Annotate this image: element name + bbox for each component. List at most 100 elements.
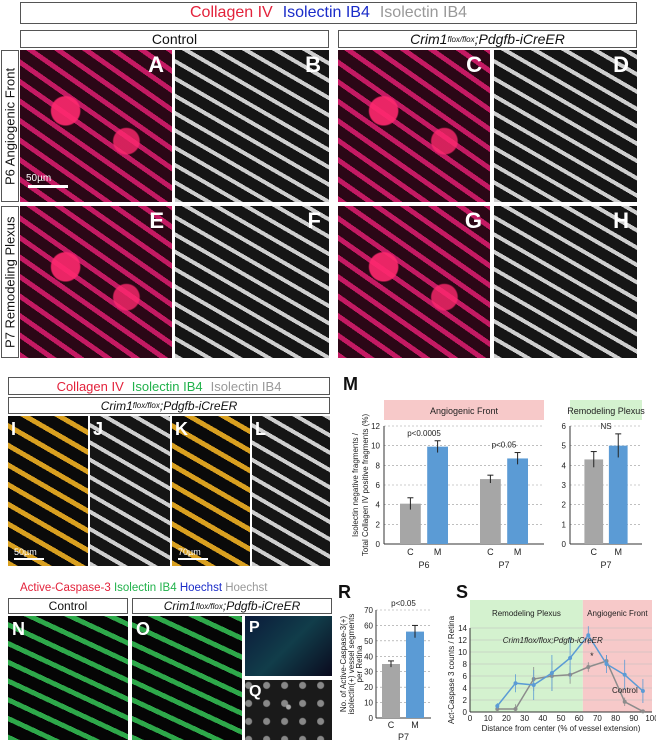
y-axis-label: Total Collagen IV positive fragments (%) <box>361 414 370 557</box>
panel-letter-g: G <box>464 208 482 233</box>
header-mutant-gene: Crim1 <box>410 31 448 47</box>
chart-title: Angiogenic Front <box>430 406 499 416</box>
bottom-legend-isolectin: Isolectin IB4 <box>113 582 177 594</box>
data-point <box>495 704 500 708</box>
panel-o: O <box>132 616 242 740</box>
data-point <box>586 665 591 669</box>
scale-bar-i-label: 50µm <box>14 547 37 557</box>
mid-legend-collagen: Collagen IV <box>56 378 124 394</box>
panel-letter-l: L <box>255 419 266 439</box>
bar <box>480 479 501 544</box>
region-bg <box>470 600 583 712</box>
x-axis-label: Distance from center (% of vessel extens… <box>482 724 641 733</box>
scale-bar-a-label: 50µm <box>26 173 52 184</box>
y-tick-label: 20 <box>364 683 373 692</box>
x-category-label: C <box>407 547 414 557</box>
x-tick-label: 10 <box>484 714 493 723</box>
y-tick-label: 60 <box>364 621 373 630</box>
panel-letter-o: O <box>136 619 151 639</box>
mid-legend-isolectin-green: Isolectin IB4 <box>131 378 203 394</box>
row-label-p7-text: P7 Remodeling Plexus <box>2 216 18 348</box>
y-tick-label: 12 <box>458 636 467 645</box>
scale-bar-a <box>28 185 68 188</box>
chart-r-plot: 0 10 20 30 40 50 60 70 C MP7 p<0.05 No. of Active-C… <box>339 599 431 742</box>
y-tick-label: 0 <box>562 540 567 549</box>
panel-e: E <box>20 206 172 358</box>
y-tick-label: 8 <box>463 660 468 669</box>
x-tick-label: 20 <box>502 714 511 723</box>
panel-letter-k: K <box>175 419 188 439</box>
bottom-legend-caspase: Active-Caspase-3 <box>20 582 111 594</box>
y-tick-label: 0 <box>376 540 381 549</box>
x-tick-label: 40 <box>538 714 547 723</box>
panel-q: Q <box>245 680 332 740</box>
x-category-label: C <box>487 547 494 557</box>
panel-i: I 50µm <box>8 416 88 566</box>
panel-f: F <box>175 206 329 358</box>
panel-letter-m: M <box>343 374 358 394</box>
data-point <box>531 683 536 687</box>
chart-title-bg <box>570 400 642 420</box>
significance-label: NS <box>600 422 611 431</box>
mid-header-rest: ;Pdgfb-iCreER <box>159 398 238 413</box>
y-tick-label: 6 <box>562 422 567 431</box>
panel-h: H <box>494 206 637 358</box>
panel-letter-s: S <box>456 582 469 602</box>
x-category-label: C <box>388 720 395 730</box>
region-label: Remodeling Plexus <box>492 609 561 618</box>
x-tick-label: 80 <box>611 714 620 723</box>
x-group-label: P7 <box>498 560 509 570</box>
bar <box>427 446 448 544</box>
panel-n: N <box>8 616 128 740</box>
y-tick-label: 70 <box>364 606 373 615</box>
panel-p: P <box>245 616 332 676</box>
bottom-legend-hoechst-grey: Hoechst <box>225 582 268 594</box>
row-label-p7: P7 Remodeling Plexus <box>1 206 19 358</box>
header-control: Control <box>20 30 329 48</box>
panel-letter-r: R <box>338 582 351 602</box>
y-tick-label: 4 <box>562 461 567 470</box>
chart-title: Remodeling Plexus <box>567 406 645 416</box>
panel-letter-e: E <box>149 208 164 233</box>
chart-m-right: Remodeling Plexus 0 1 2 3 4 5 6 C MP7 NS <box>562 400 645 570</box>
bar <box>406 631 424 718</box>
y-tick-label: 10 <box>364 699 373 708</box>
y-tick-label: 6 <box>463 672 468 681</box>
panel-g: G <box>338 206 490 358</box>
x-category-label: M <box>514 547 522 557</box>
y-tick-label: 3 <box>562 481 567 490</box>
bar <box>400 503 421 544</box>
y-tick-label: 40 <box>364 652 373 661</box>
x-group-label: P7 <box>600 560 611 570</box>
y-tick-label: 2 <box>376 520 381 529</box>
panel-letter-f: F <box>307 208 321 233</box>
data-point <box>586 633 591 638</box>
bottom-header-mutant: Crim1 flox/flox ;Pdgfb-iCreER <box>132 598 332 614</box>
significance-label: * <box>590 651 594 661</box>
x-category-label: C <box>591 547 598 557</box>
region-label: Angiogenic Front <box>587 609 648 618</box>
data-point <box>640 689 645 693</box>
bottom-legend-hoechst-blue: Hoechst <box>179 582 223 594</box>
x-category-label: M <box>411 720 419 730</box>
y-tick-label: 12 <box>371 422 380 431</box>
y-tick-label: 6 <box>376 481 381 490</box>
chart-s-plot: Remodeling Plexus Angiogenic Front0246810… <box>447 600 656 733</box>
significance-label: p<0.0005 <box>407 429 441 438</box>
significance-label: p<0.05 <box>391 599 416 608</box>
y-tick-label: 1 <box>562 520 567 529</box>
legend-collagen: Collagen IV <box>189 4 273 21</box>
mid-legend-isolectin-grey: Isolectin IB4 <box>210 378 282 394</box>
y-tick-label: 10 <box>371 442 380 451</box>
y-axis-label: No. of Active-Caspase-3(+) <box>339 616 348 713</box>
chart-title-bg <box>384 400 544 420</box>
y-tick-label: 4 <box>463 684 468 693</box>
panel-letter-j: J <box>93 419 104 439</box>
y-axis-label: Act-Caspase 3 counts / Retina <box>447 615 456 724</box>
mid-legend: Collagen IV Isolectin IB4 Isolectin IB4 <box>8 377 330 395</box>
region-bg <box>582 600 652 712</box>
x-tick-label: 100 <box>645 714 656 723</box>
bar <box>608 445 628 544</box>
panel-b: B <box>175 50 329 202</box>
